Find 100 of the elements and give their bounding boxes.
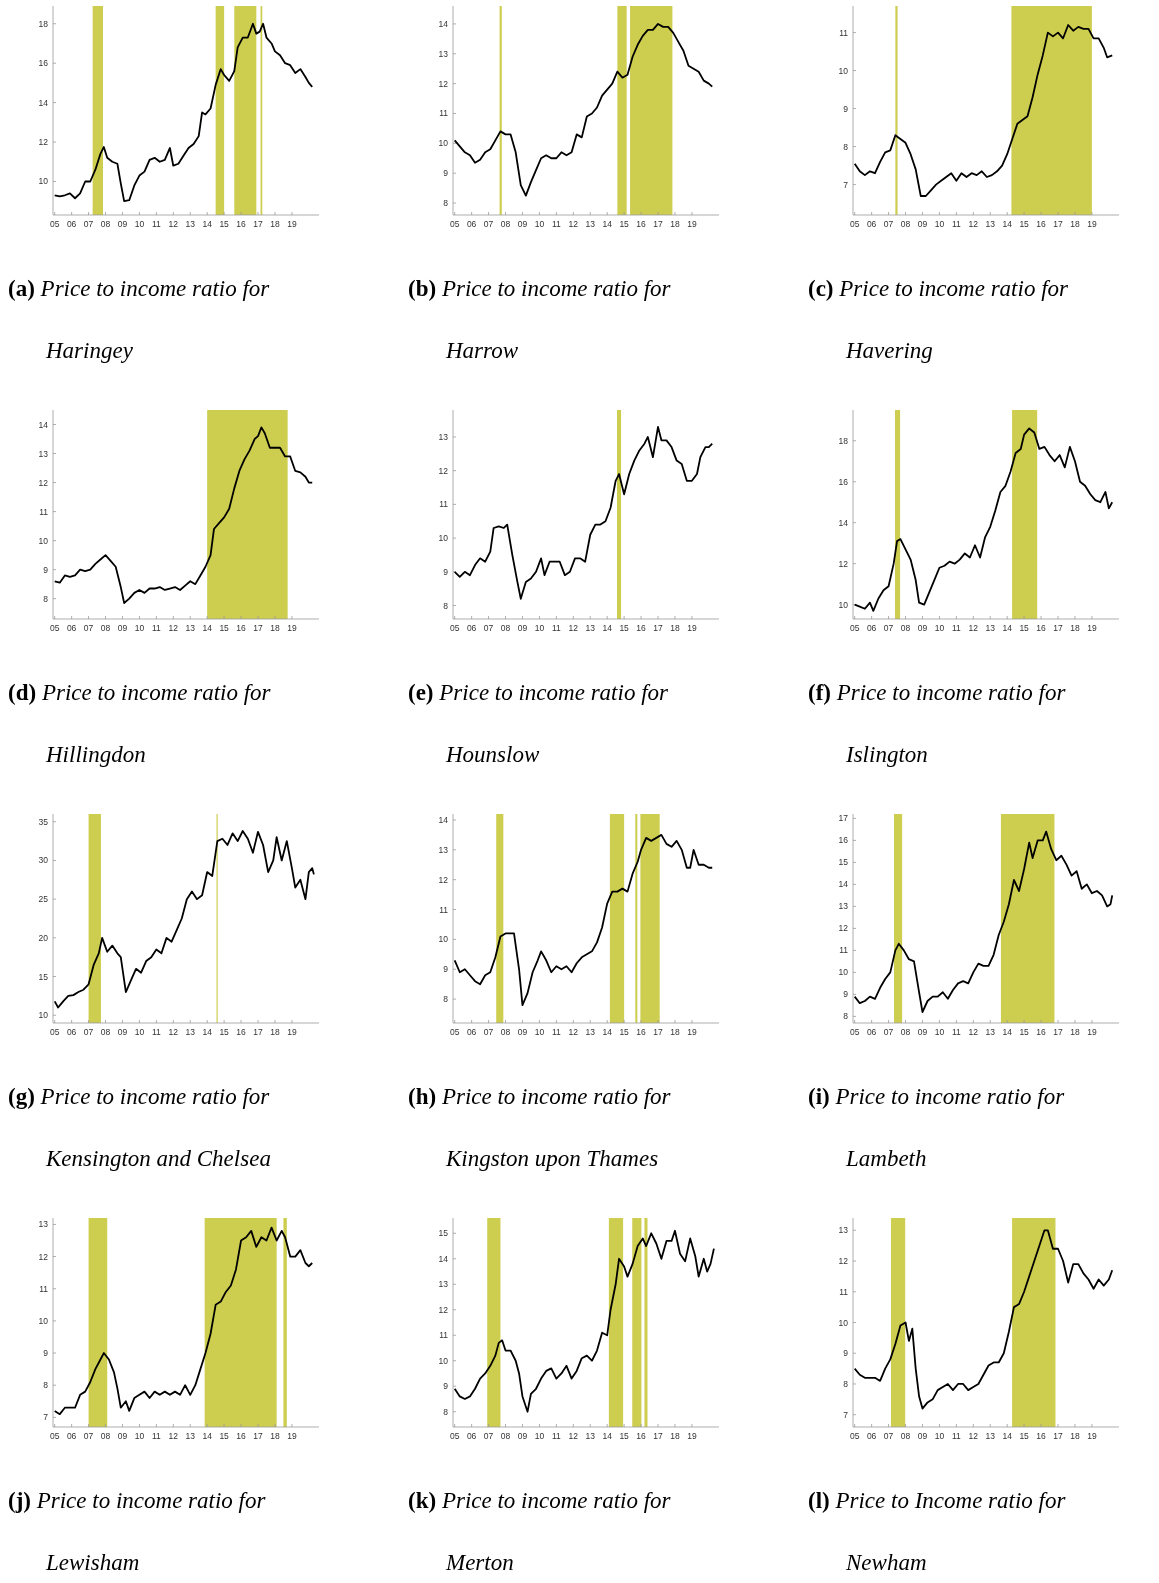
y-tick-label: 9 bbox=[443, 964, 449, 975]
y-tick-label: 8 bbox=[443, 600, 449, 611]
y-tick-label: 13 bbox=[438, 431, 449, 442]
x-tick-label: 10 bbox=[934, 1431, 945, 1441]
x-tick-label: 11 bbox=[951, 1027, 962, 1037]
x-tick-label: 10 bbox=[534, 1431, 545, 1441]
line-series bbox=[853, 1229, 1114, 1410]
x-tick-label: 17 bbox=[653, 1027, 663, 1037]
x-tick-label: 14 bbox=[1002, 1027, 1013, 1037]
x-tick-label: 15 bbox=[219, 1431, 230, 1441]
x-tick-label: 12 bbox=[568, 219, 579, 229]
y-tick-label: 13 bbox=[438, 844, 449, 855]
x-tick-label: 16 bbox=[1036, 623, 1047, 633]
x-tick-label: 12 bbox=[968, 219, 979, 229]
x-tick-label: 17 bbox=[1053, 623, 1063, 633]
y-tick-label: 18 bbox=[838, 435, 849, 446]
y-tick-label: 8 bbox=[43, 593, 49, 604]
x-tick-label: 07 bbox=[483, 623, 494, 633]
y-tick-label: 10 bbox=[838, 1317, 849, 1328]
x-tick-label: 19 bbox=[687, 623, 697, 633]
x-tick-label: 15 bbox=[219, 1027, 230, 1037]
chart-title: (i) Price to income ratio for Lambeth bbox=[808, 1084, 1065, 1171]
x-tick-label: 19 bbox=[287, 623, 297, 633]
x-tick-label: 16 bbox=[1036, 1431, 1047, 1441]
chart-title: (k) Price to income ratio for Merton bbox=[408, 1488, 671, 1575]
x-tick-label: 05 bbox=[449, 219, 460, 229]
y-tick-label: 11 bbox=[39, 506, 49, 517]
x-tick-label: 06 bbox=[66, 219, 77, 229]
x-tick-label: 18 bbox=[1070, 219, 1080, 229]
x-tick-label: 11 bbox=[151, 1027, 162, 1037]
y-tick-label: 12 bbox=[438, 1304, 449, 1315]
chart-title: (c) Price to income ratio for Havering bbox=[808, 276, 1068, 363]
x-tick-label: 19 bbox=[1087, 623, 1097, 633]
x-tick-label: 09 bbox=[517, 219, 528, 229]
line-series bbox=[453, 23, 714, 197]
chart-title: (h) Price to income ratio for Kingston upon Thames bbox=[408, 1084, 671, 1171]
x-tick-label: 16 bbox=[636, 219, 647, 229]
x-tick-label: 07 bbox=[83, 623, 94, 633]
x-tick-label: 15 bbox=[1019, 1027, 1030, 1037]
x-tick-label: 05 bbox=[49, 1027, 60, 1037]
y-tick-label: 10 bbox=[438, 934, 449, 945]
y-tick-label: 11 bbox=[839, 27, 849, 38]
x-tick-label: 09 bbox=[117, 623, 128, 633]
x-tick-label: 17 bbox=[1053, 1431, 1063, 1441]
y-tick-label: 10 bbox=[438, 1355, 449, 1366]
x-tick-label: 13 bbox=[585, 1027, 596, 1037]
x-tick-label: 09 bbox=[117, 1027, 128, 1037]
x-tick-label: 16 bbox=[1036, 1027, 1047, 1037]
x-tick-label: 12 bbox=[168, 1431, 179, 1441]
x-tick-label: 15 bbox=[219, 623, 230, 633]
x-tick-label: 07 bbox=[883, 1431, 894, 1441]
x-tick-label: 10 bbox=[934, 1027, 945, 1037]
y-tick-label: 12 bbox=[38, 137, 49, 148]
x-tick-label: 13 bbox=[985, 219, 996, 229]
x-tick-label: 09 bbox=[517, 1027, 528, 1037]
x-tick-label: 16 bbox=[236, 1027, 247, 1037]
x-tick-label: 08 bbox=[100, 219, 111, 229]
x-tick-label: 05 bbox=[449, 623, 460, 633]
x-tick-label: 10 bbox=[534, 623, 545, 633]
y-tick-label: 9 bbox=[843, 1348, 849, 1359]
x-tick-label: 12 bbox=[168, 219, 179, 229]
x-tick-label: 11 bbox=[151, 1431, 162, 1441]
y-tick-label: 8 bbox=[443, 1406, 449, 1417]
x-tick-label: 11 bbox=[551, 1027, 562, 1037]
y-tick-label: 11 bbox=[439, 108, 449, 119]
y-tick-label: 8 bbox=[43, 1380, 49, 1391]
x-tick-label: 05 bbox=[849, 219, 860, 229]
y-tick-label: 8 bbox=[443, 994, 449, 1005]
x-tick-label: 07 bbox=[483, 1027, 494, 1037]
x-tick-label: 07 bbox=[883, 1027, 894, 1037]
x-tick-label: 09 bbox=[117, 219, 128, 229]
x-tick-label: 18 bbox=[1070, 623, 1080, 633]
line-series bbox=[53, 426, 314, 604]
x-tick-label: 09 bbox=[517, 1431, 528, 1441]
y-tick-label: 14 bbox=[38, 97, 49, 108]
x-tick-label: 13 bbox=[585, 623, 596, 633]
x-tick-label: 05 bbox=[849, 623, 860, 633]
x-tick-label: 08 bbox=[900, 219, 911, 229]
y-tick-label: 8 bbox=[443, 198, 449, 209]
x-tick-label: 18 bbox=[270, 1431, 280, 1441]
y-tick-label: 9 bbox=[443, 566, 449, 577]
y-tick-label: 9 bbox=[43, 1348, 49, 1359]
chart-title: (g) Price to income ratio for Kensington and Chelsea bbox=[8, 1084, 271, 1171]
chart-title: (e) Price to income ratio for Hounslow bbox=[408, 680, 668, 767]
x-tick-label: 12 bbox=[968, 1431, 979, 1441]
x-tick-label: 14 bbox=[1002, 1431, 1013, 1441]
x-tick-label: 06 bbox=[866, 219, 877, 229]
chart-title: (f) Price to income ratio for Islington bbox=[808, 680, 1066, 767]
y-tick-label: 30 bbox=[38, 855, 49, 866]
x-tick-label: 13 bbox=[185, 1431, 196, 1441]
x-tick-label: 05 bbox=[849, 1027, 860, 1037]
x-tick-label: 16 bbox=[236, 219, 247, 229]
y-tick-label: 10 bbox=[438, 138, 449, 149]
y-tick-label: 8 bbox=[843, 1378, 849, 1389]
x-tick-label: 08 bbox=[900, 623, 911, 633]
x-tick-label: 10 bbox=[534, 219, 545, 229]
x-tick-label: 06 bbox=[466, 219, 477, 229]
x-tick-label: 11 bbox=[551, 1431, 562, 1441]
x-tick-label: 18 bbox=[670, 623, 680, 633]
line-series bbox=[53, 22, 314, 203]
